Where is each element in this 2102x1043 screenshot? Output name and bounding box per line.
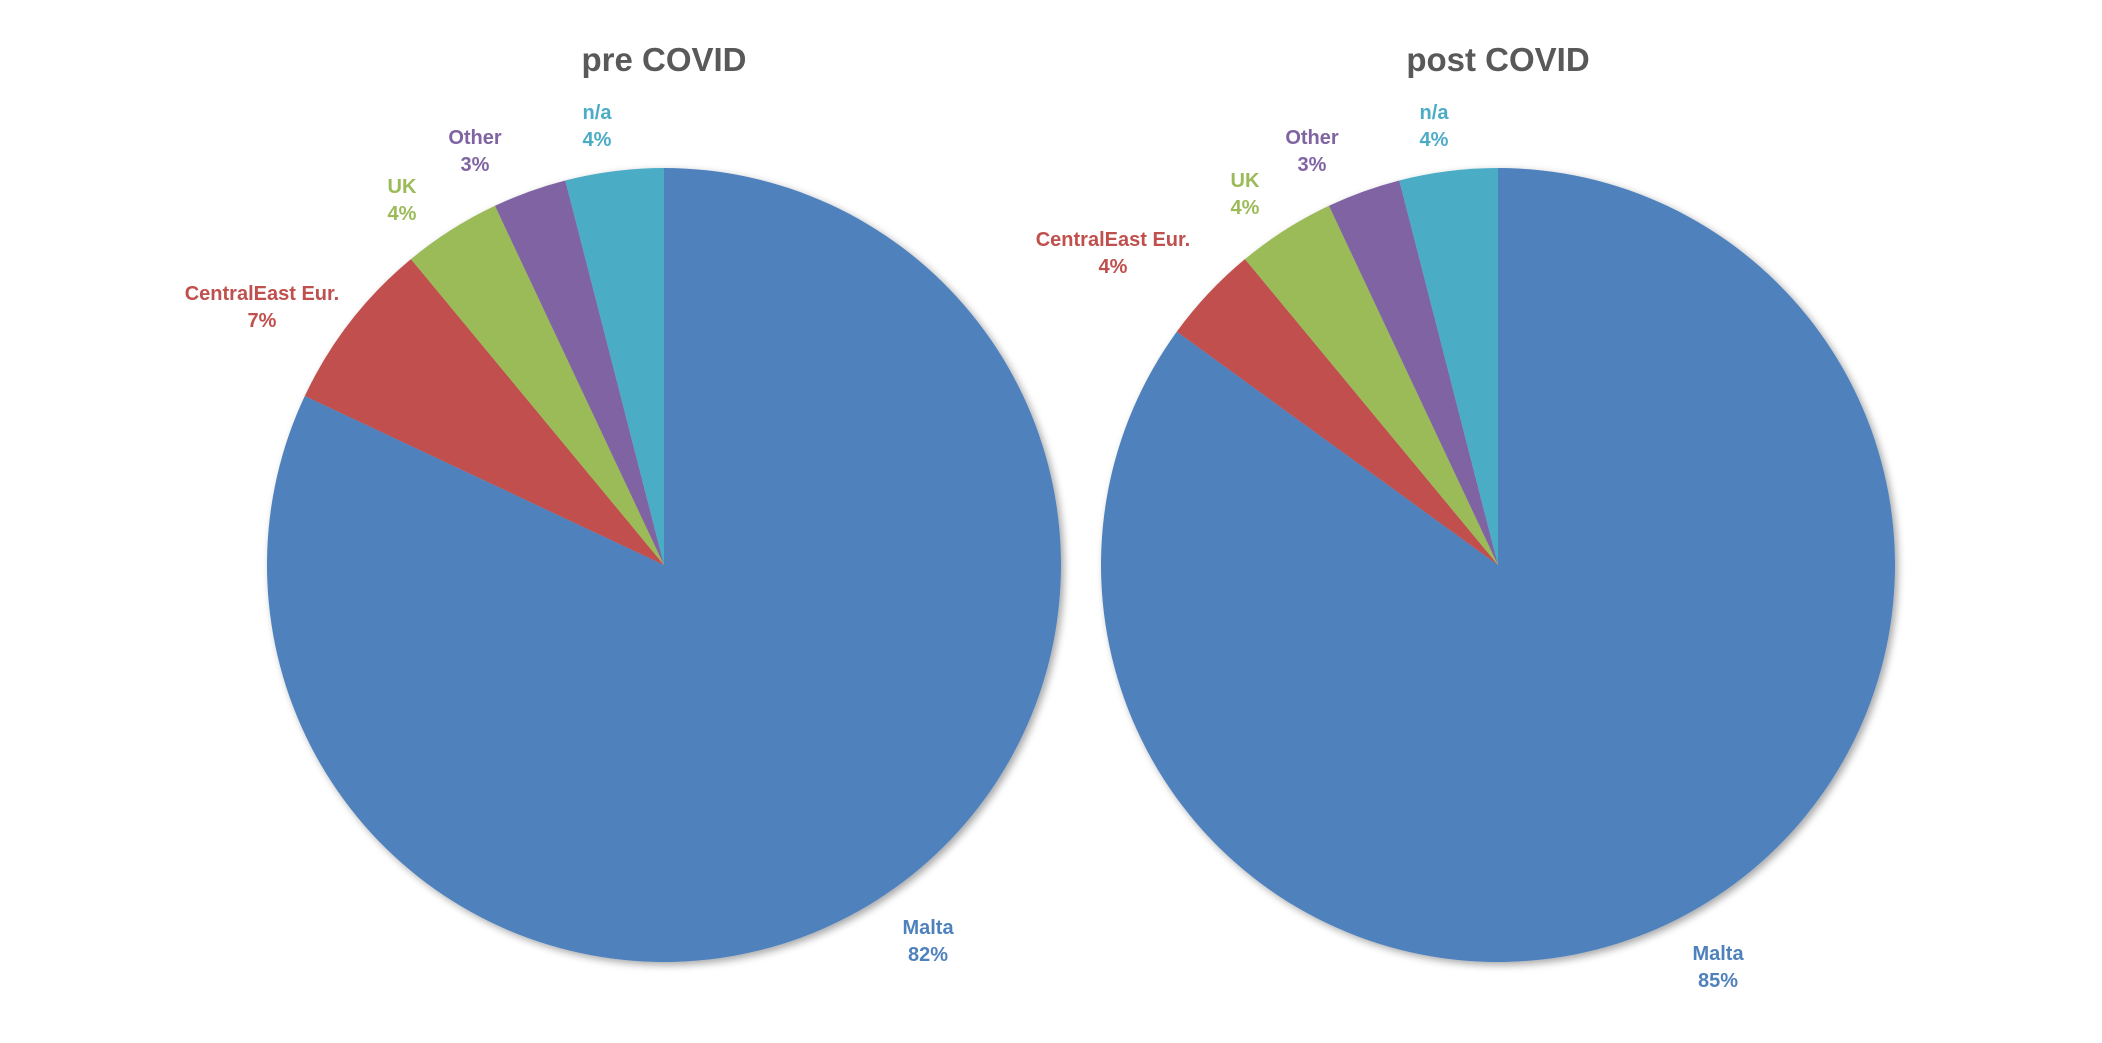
slice-label-uk-post-covid: UK 4% <box>1231 170 1260 219</box>
chart-title-post-covid: post COVID <box>1406 41 1589 78</box>
slice-label-percent: 4% <box>1420 129 1449 151</box>
slice-label-name: UK <box>388 176 417 198</box>
slice-label-name: n/a <box>1420 102 1450 124</box>
pie-slice-other-pre-covid <box>494 180 664 565</box>
pie-slice-uk-post-covid <box>1244 205 1498 565</box>
slice-label-percent: 85% <box>1698 970 1738 992</box>
pie-slice-malta-post-covid <box>1101 168 1896 963</box>
pie-slice-n-a-post-covid <box>1399 168 1498 565</box>
slice-labels-pre-covid: Malta 82% CentralEast Eur. 7% UK 4% Other 3% n/a… <box>185 102 955 966</box>
slice-label-percent: 3% <box>461 154 490 176</box>
pie-slice-other-post-covid <box>1328 180 1498 565</box>
slice-label-percent: 7% <box>248 310 277 332</box>
slice-label-n-a-post-covid: n/a 4% <box>1420 102 1450 151</box>
pie-slice-uk-pre-covid <box>410 205 664 565</box>
slice-label-malta-pre-covid: Malta 82% <box>902 917 954 966</box>
slice-label-name: CentralEast Eur. <box>185 283 340 305</box>
slice-label-percent: 4% <box>583 129 612 151</box>
pie-chart-pre-covid: pre COVID Malta 82% CentralEast Eur. 7% UK 4%… <box>185 41 1061 966</box>
slice-label-name: Other <box>448 127 502 149</box>
pie-slice-n-a-pre-covid <box>565 168 664 565</box>
chart-title-pre-covid: pre COVID <box>581 41 746 78</box>
slice-label-name: n/a <box>583 102 613 124</box>
slice-label-percent: 4% <box>388 203 417 225</box>
pie-slice-malta-pre-covid <box>266 168 1061 962</box>
slice-label-name: Malta <box>1692 943 1744 965</box>
slice-labels-post-covid: Malta 85% CentralEast Eur. 4% UK 4% Other 3% n/a… <box>1036 102 1745 992</box>
slice-label-name: CentralEast Eur. <box>1036 229 1191 251</box>
slice-label-uk-pre-covid: UK 4% <box>388 176 417 225</box>
pie-slice-centraleast-eur-post-covid <box>1176 259 1498 565</box>
slice-label-percent: 4% <box>1099 256 1128 278</box>
slice-label-percent: 3% <box>1298 154 1327 176</box>
pie-chart-post-covid: post COVID Malta 85% CentralEast Eur. 4% UK 4… <box>1036 41 1896 992</box>
slice-label-name: Malta <box>902 917 954 939</box>
slice-label-name: Other <box>1285 127 1339 149</box>
slice-label-other-post-covid: Other 3% <box>1285 127 1339 176</box>
slice-label-malta-post-covid: Malta 85% <box>1692 943 1744 992</box>
pie-slices-post-covid <box>1101 168 1896 963</box>
slice-label-other-pre-covid: Other 3% <box>448 127 502 176</box>
slice-label-centraleast-eur-post-covid: CentralEast Eur. 4% <box>1036 229 1191 278</box>
slice-label-percent: 82% <box>908 944 948 966</box>
slice-label-name: UK <box>1231 170 1260 192</box>
slice-label-n-a-pre-covid: n/a 4% <box>583 102 613 151</box>
pie-slice-centraleast-eur-pre-covid <box>304 259 664 565</box>
slice-label-percent: 4% <box>1231 197 1260 219</box>
slice-label-centraleast-eur-pre-covid: CentralEast Eur. 7% <box>185 283 340 332</box>
pie-slices-pre-covid <box>266 168 1061 962</box>
